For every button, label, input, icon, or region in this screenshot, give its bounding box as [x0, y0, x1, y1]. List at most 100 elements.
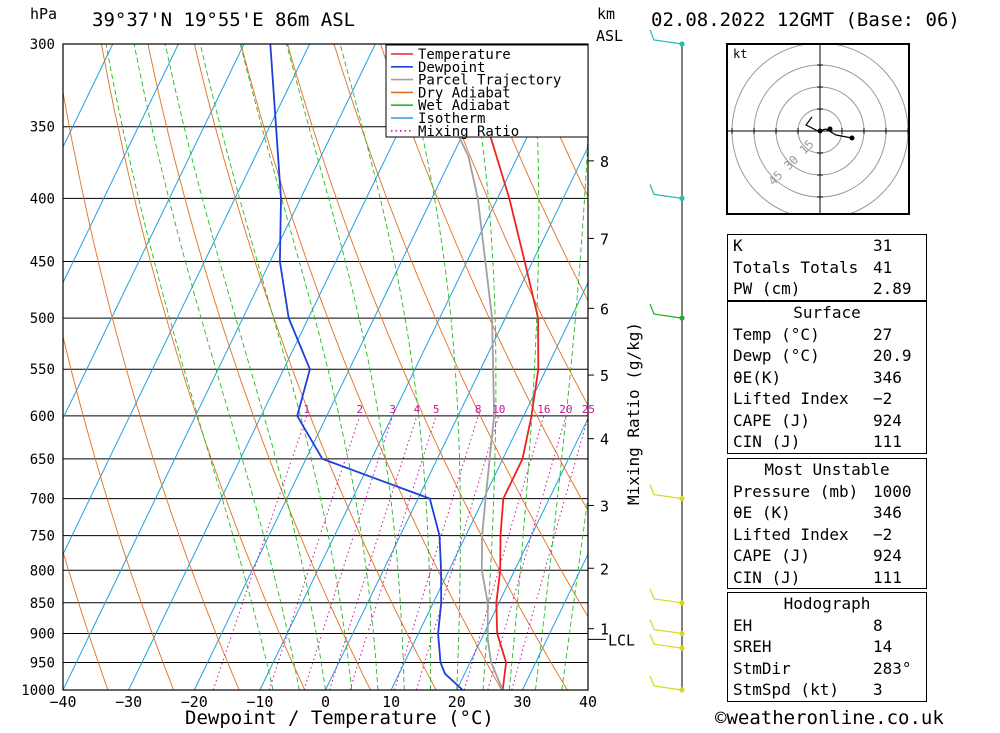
- height-tick-label: 2: [600, 560, 609, 578]
- isotherm-line: [63, 44, 179, 284]
- pressure-tick-label: 800: [30, 563, 55, 579]
- dry-adiabat-line: [63, 334, 175, 690]
- temperature-tick-label: −20: [181, 693, 208, 711]
- isotherm-line: [456, 417, 588, 690]
- mixing-ratio-line: [349, 415, 437, 690]
- legend-entry: Dewpoint: [418, 60, 485, 76]
- series-temperature: [461, 44, 540, 690]
- mixing-ratio-label: 2: [357, 403, 364, 416]
- row-label: SREH: [733, 637, 772, 656]
- temperature-tick-label: −10: [246, 693, 273, 711]
- pressure-tick-label: 700: [30, 492, 55, 508]
- height-tick-label: 5: [600, 367, 609, 385]
- isotherm-line: [63, 44, 245, 420]
- mixing-ratio-line: [303, 415, 394, 690]
- row-label: CAPE (J): [733, 546, 811, 565]
- mixing-ratio-label: 3: [389, 403, 396, 416]
- height-tick-label: 8: [600, 153, 609, 171]
- mixing-ratio-label: 20: [559, 403, 572, 416]
- row-value: 41: [873, 257, 893, 277]
- x-axis-label: Dewpoint / Temperature (°C): [185, 707, 494, 729]
- hodograph-point: [817, 128, 823, 134]
- isotherm-line: [63, 44, 311, 556]
- row-label: StmSpd (kt): [733, 680, 839, 699]
- temperature-tick-label: 30: [513, 693, 531, 711]
- mixing-ratio-label: 8: [475, 403, 482, 416]
- pressure-tick-label: 900: [30, 626, 55, 642]
- wind-barb: [649, 184, 683, 199]
- mixing-ratio-line: [463, 415, 545, 690]
- dry-adiabat-line: [63, 550, 109, 690]
- hodograph-unit-label: kt: [733, 47, 747, 61]
- wet-adiabat-line: [164, 44, 326, 690]
- datetime-title: 02.08.2022 12GMT (Base: 06): [651, 9, 960, 31]
- legend-entry: Temperature: [418, 47, 511, 63]
- table-title: Hodograph: [728, 593, 926, 615]
- table-row: Temp (°C) 27: [728, 324, 926, 346]
- pressure-tick-label: 550: [30, 362, 55, 378]
- row-value: 111: [873, 432, 902, 451]
- pressure-tick-label: 400: [30, 191, 55, 207]
- table-row: CIN (J) 111: [728, 431, 926, 453]
- isotherm-line: [521, 553, 588, 690]
- dry-adiabat-line: [193, 44, 437, 690]
- pressure-tick-label: 600: [30, 409, 55, 425]
- row-value: 924: [873, 546, 902, 565]
- row-value: 111: [873, 567, 902, 587]
- row-value: 27: [873, 324, 893, 344]
- dry-adiabat-line: [706, 44, 722, 690]
- wind-level-dot: [679, 496, 685, 502]
- mixing-ratio-line: [394, 415, 479, 690]
- wind-barb: [649, 619, 683, 635]
- table-row: CAPE (J) 924: [728, 545, 926, 567]
- pressure-tick-label: 300: [30, 37, 55, 53]
- wind-barb: [649, 633, 683, 649]
- table-row: θE (K) 346: [728, 502, 926, 524]
- row-value: 3: [873, 680, 883, 699]
- dry-adiabat-line: [519, 44, 588, 198]
- isotherm-line: [128, 44, 442, 690]
- hodograph-point: [849, 135, 855, 141]
- wet-adiabat-line: [508, 44, 540, 690]
- row-value: −2: [873, 524, 893, 544]
- pressure-tick-label: 650: [30, 452, 55, 468]
- row-value: 20.9: [873, 346, 912, 365]
- height-ref-label: ASL: [596, 27, 624, 45]
- isotherm-line: [193, 44, 507, 690]
- grid-lines: [63, 44, 588, 690]
- row-label: Lifted Index: [733, 389, 849, 408]
- dry-adiabat-line: [100, 44, 306, 690]
- series-dewpoint: [269, 44, 464, 690]
- location-title: 39°37'N 19°55'E 86m ASL: [92, 9, 356, 31]
- legend-entry: Wet Adiabat: [418, 98, 511, 114]
- temperature-tick-label: −40: [49, 693, 76, 711]
- temperature-tick-label: 20: [448, 693, 466, 711]
- pressure-tick-label: 1000: [21, 683, 55, 699]
- table-row: SREH 14: [728, 636, 926, 658]
- temperature-tick-label: −30: [115, 693, 142, 711]
- row-value: 2.89: [873, 279, 912, 298]
- copyright-notice[interactable]: ©weatheronline.co.uk: [715, 707, 944, 729]
- mixing-ratio-label: 4: [414, 403, 421, 416]
- indices-table: K 31 Totals Totals 41 PW (cm) 2.89: [727, 234, 927, 301]
- dry-adiabats: [63, 44, 722, 690]
- table-title: Surface: [728, 302, 926, 324]
- pressure-tick-label: 750: [30, 529, 55, 545]
- dry-adiabat-line: [147, 44, 371, 690]
- wet-adiabat-line: [239, 44, 379, 690]
- wet-adiabat-line: [339, 44, 432, 690]
- dry-adiabat-line: [380, 44, 588, 512]
- legend-entry: Parcel Trajectory: [418, 73, 561, 89]
- pressure-tick-label: 950: [30, 655, 55, 671]
- isotherm-line: [63, 44, 114, 149]
- table-row: PW (cm) 2.89: [728, 278, 926, 300]
- pressure-unit-label: hPa: [30, 5, 58, 23]
- row-label: PW (cm): [733, 279, 801, 298]
- plot-frame: [62, 43, 589, 691]
- isotherms: [63, 44, 588, 690]
- mixing-ratio-line: [212, 415, 308, 690]
- dry-adiabat-line: [333, 44, 588, 618]
- sounding-series: [269, 44, 540, 690]
